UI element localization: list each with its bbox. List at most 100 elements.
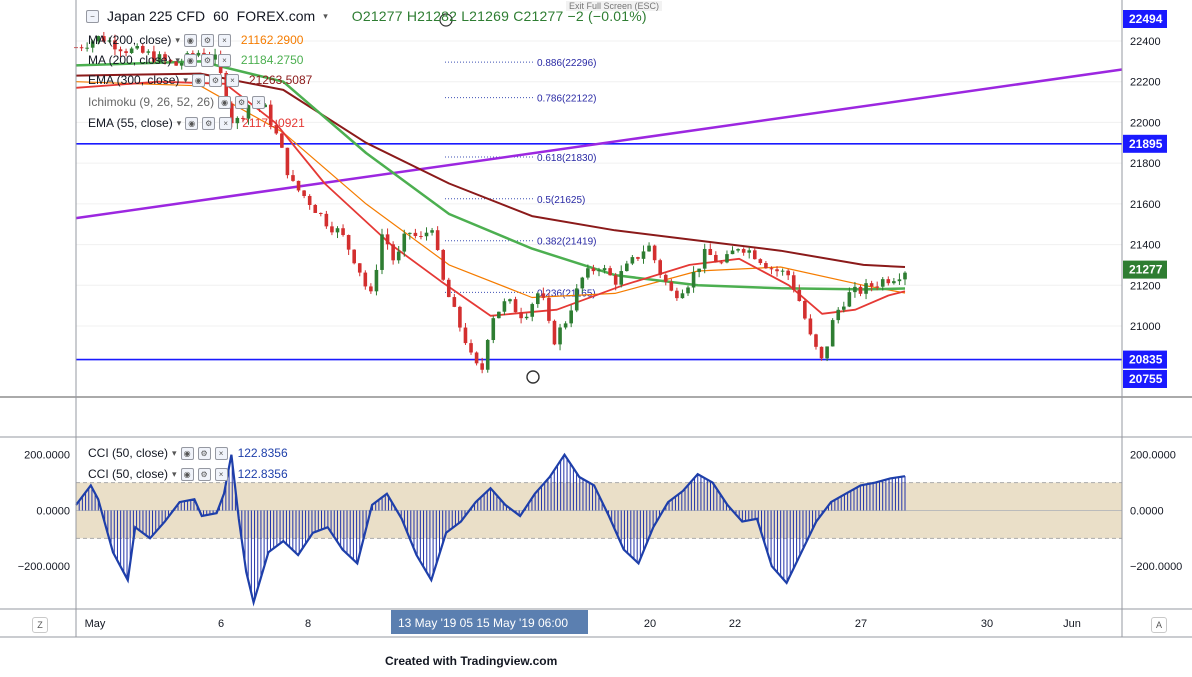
candle-body [663,274,668,282]
chevron-down-icon[interactable]: ▾ [176,117,182,128]
source-label[interactable]: FOREX.com [236,8,316,24]
ma200-green-line [75,60,906,291]
chevron-down-icon[interactable]: ▾ [175,54,180,65]
candle-body [241,117,245,119]
gear-icon[interactable]: ⚙ [235,95,249,109]
price-tick-label: 22400 [1130,36,1161,48]
candle-body [152,51,156,62]
legend-label: CCI (50, close) [88,446,169,460]
legend-ma200-orange[interactable]: MA (200, close) ▾ ◉ ⚙ × 21162.2900 [88,33,303,47]
fib-level-label: 0.886(22296) [537,58,597,69]
time-tick-label: 30 [981,618,993,630]
cci-tick-label-left: −200.0000 [18,561,70,573]
gear-icon[interactable]: ⚙ [202,116,216,130]
price-tick-label: 21800 [1130,158,1161,170]
symbol-name[interactable]: Japan 225 CFD [107,8,206,24]
auto-scale-button[interactable]: A [1151,617,1167,633]
candle-body [803,301,807,319]
eye-icon[interactable]: ◉ [183,33,197,47]
eye-icon[interactable]: ◉ [183,53,197,67]
gear-icon[interactable]: ⚙ [200,53,214,67]
candle-body [524,316,529,319]
candle-body [463,327,468,344]
price-badge-resistance-text: 21895 [1129,137,1163,151]
candle-body [435,230,440,250]
candle-body [452,297,457,307]
cci-tick-label-left: 200.0000 [24,450,70,462]
close-icon[interactable]: × [217,33,231,47]
close-icon[interactable]: × [225,73,239,87]
chevron-down-icon[interactable]: ▾ [323,10,328,21]
legend-ema55[interactable]: EMA (55, close) ▾ ◉ ⚙ × 21171.0921 [88,116,305,130]
close-icon[interactable]: × [214,467,228,481]
price-pane[interactable] [76,0,1122,396]
fib-level-label: 0.618(21830) [537,153,597,164]
ema55-line [75,80,906,317]
eye-icon[interactable]: ◉ [180,467,194,481]
candle-body [485,340,490,370]
legend-ichimoku[interactable]: Ichimoku (9, 26, 52, 26) ◉ ⚙ × [88,95,266,109]
gear-icon[interactable]: ⚙ [200,33,214,47]
trendline[interactable] [75,68,1123,220]
time-axis[interactable]: May 6 8 20 22 27 30 Jun 13 May '19 05 15 May '19… [85,610,1081,634]
gear-icon[interactable]: ⚙ [197,446,211,460]
legend-label: MA (200, close) [88,33,172,47]
legend-ma200-green[interactable]: MA (200, close) ▾ ◉ ⚙ × 21184.2750 [88,53,303,67]
zoom-button[interactable]: Z [32,617,48,633]
candle-body [858,286,863,294]
trendline-line[interactable] [75,68,1123,220]
candle-body [814,334,818,347]
eye-icon[interactable]: ◉ [180,446,194,460]
candle-body [586,268,590,278]
legend-ema300[interactable]: EMA (300, close) ▾ ◉ ⚙ × 21263.5087 [88,73,312,87]
price-axis[interactable]: 22400 22200 22000 21800 21600 21400 21200 21000… [1123,10,1167,388]
chevron-down-icon[interactable]: ▾ [175,34,180,45]
cci-axis[interactable]: 200.0000 200.0000 0.0000 0.0000 −200.0000 −20… [18,450,1183,573]
close-icon[interactable]: × [252,95,266,109]
eye-icon[interactable]: ◉ [185,116,199,130]
price-tick-label: 21000 [1130,321,1161,333]
candle-body [307,195,312,205]
candle-body [96,36,101,42]
candle-body [163,54,167,60]
ohlc-values: O21277 H21282 L21269 C21277 −2 (−0.01%) [351,8,647,24]
eye-icon[interactable]: ◉ [218,95,232,109]
candle-body [324,213,329,227]
candle-body [352,249,356,264]
eye-icon[interactable]: ◉ [191,73,205,87]
candle-body [869,283,874,287]
gear-icon[interactable]: ⚙ [197,467,211,481]
candle-body [363,272,368,287]
candle-body [752,250,757,260]
close-icon[interactable]: × [214,446,228,460]
legend-label: EMA (300, close) [88,73,180,87]
candle-body [135,46,140,49]
candle-body [613,275,618,285]
candle-body [563,323,568,328]
price-badge-low-text: 20755 [1129,372,1163,386]
collapse-icon[interactable]: − [86,9,99,23]
candle-body [597,270,601,272]
chevron-down-icon[interactable]: ▾ [172,468,177,479]
exit-full-screen-button[interactable]: Exit Full Screen (ESC) [566,1,663,11]
candle-body [725,254,729,263]
legend-cci-2[interactable]: CCI (50, close) ▾ ◉ ⚙ × 122.8356 [88,467,288,481]
candle-body [113,40,117,50]
cci-pane [75,452,1122,607]
close-icon[interactable]: × [217,53,231,67]
legend-cci-1[interactable]: CCI (50, close) ▾ ◉ ⚙ × 122.8356 [88,446,288,460]
legend-label: Ichimoku (9, 26, 52, 26) [88,95,215,109]
candle-body [741,249,746,253]
interval-label[interactable]: 60 [213,8,229,24]
candle-body [535,293,540,305]
chevron-down-icon[interactable]: ▾ [183,74,188,85]
candle-body [157,54,162,62]
legend-value: 21162.2900 [240,33,304,47]
candle-body [580,277,585,289]
candle-body [675,290,679,299]
chevron-down-icon[interactable]: ▾ [172,447,177,458]
close-icon[interactable]: × [219,116,233,130]
gear-icon[interactable]: ⚙ [208,73,222,87]
candle-body [285,147,290,176]
